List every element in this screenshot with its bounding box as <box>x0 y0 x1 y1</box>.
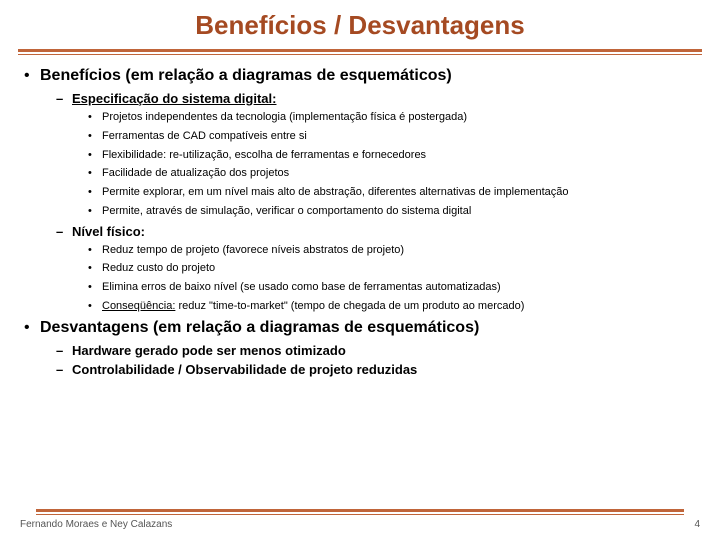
bullet-item: Ferramentas de CAD compatíveis entre si <box>88 130 696 144</box>
section-heading: Desvantagens (em relação a diagramas de … <box>24 319 696 337</box>
divider-thin <box>18 54 702 55</box>
footer-row: Fernando Moraes e Ney Calazans 4 <box>18 519 702 530</box>
bullet-item: Conseqüência: reduz "time-to-market" (te… <box>88 300 696 314</box>
slide-footer: Fernando Moraes e Ney Calazans 4 <box>0 509 720 530</box>
title-divider <box>18 49 702 55</box>
section-heading: Benefícios (em relação a diagramas de es… <box>24 67 696 85</box>
subsection-heading: Especificação do sistema digital: <box>56 91 696 106</box>
bullet-item: Elimina erros de baixo nível (se usado c… <box>88 281 696 295</box>
subsection-heading: Hardware gerado pode ser menos otimizado <box>56 343 696 358</box>
bullet-item: Facilidade de atualização dos projetos <box>88 167 696 181</box>
subsection-heading: Nível físico: <box>56 224 696 239</box>
divider-thick <box>36 509 684 512</box>
subsection-heading: Controlabilidade / Observabilidade de pr… <box>56 362 696 377</box>
bullet-item: Flexibilidade: re-utilização, escolha de… <box>88 149 696 163</box>
footer-divider <box>36 509 684 515</box>
bullet-item: Permite, através de simulação, verificar… <box>88 205 696 219</box>
bullet-item: Projetos independentes da tecnologia (im… <box>88 111 696 125</box>
divider-thick <box>18 49 702 52</box>
bullet-item: Reduz custo do projeto <box>88 262 696 276</box>
slide-content: Benefícios (em relação a diagramas de es… <box>0 67 720 377</box>
slide-title: Benefícios / Desvantagens <box>0 10 720 41</box>
page-number: 4 <box>694 519 700 530</box>
bullet-item: Permite explorar, em um nível mais alto … <box>88 186 696 200</box>
slide: Benefícios / Desvantagens Benefícios (em… <box>0 0 720 540</box>
divider-thin <box>36 514 684 515</box>
bullet-item: Reduz tempo de projeto (favorece níveis … <box>88 244 696 258</box>
footer-author: Fernando Moraes e Ney Calazans <box>20 519 172 530</box>
